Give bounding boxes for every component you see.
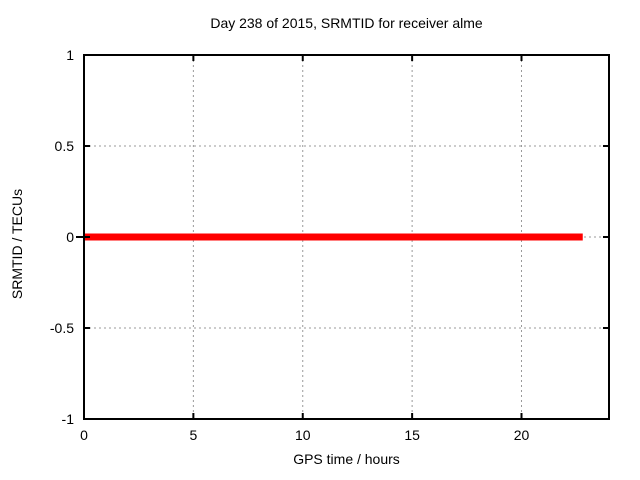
x-tick-label: 20 bbox=[514, 427, 530, 443]
y-axis-label: SRMTID / TECUs bbox=[9, 188, 25, 300]
x-tick-label: 5 bbox=[189, 427, 197, 443]
x-tick-label: 15 bbox=[404, 427, 420, 443]
y-tick-label: 1 bbox=[66, 47, 74, 63]
x-axis-label: GPS time / hours bbox=[293, 451, 400, 467]
chart-title: Day 238 of 2015, SRMTID for receiver alm… bbox=[210, 15, 483, 31]
y-tick-label: 0 bbox=[66, 229, 74, 245]
x-tick-label: 0 bbox=[80, 427, 88, 443]
y-tick-label: -0.5 bbox=[50, 320, 74, 336]
y-tick-label: 0.5 bbox=[55, 138, 75, 154]
y-tick-label: -1 bbox=[62, 411, 75, 427]
x-tick-label: 10 bbox=[295, 427, 311, 443]
